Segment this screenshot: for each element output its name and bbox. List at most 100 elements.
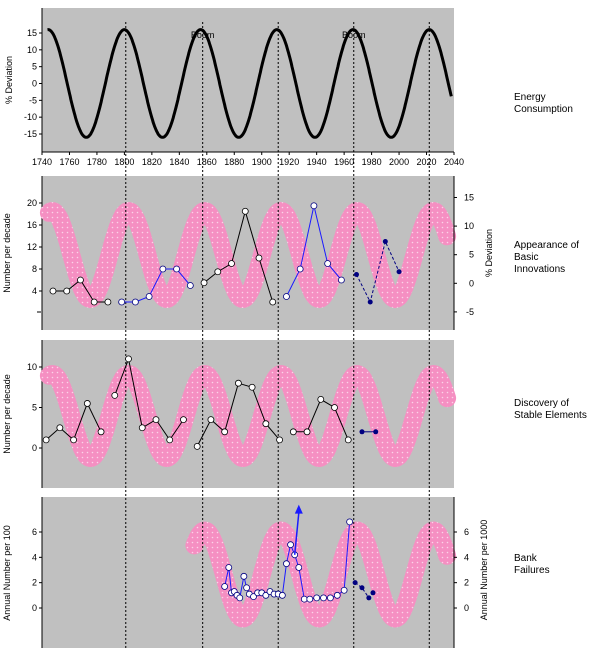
energy-x-label-10: 1940 [307,157,327,167]
innov-point-3-2 [310,202,318,210]
energy-y-label-4: 5 [32,62,37,72]
innov-point-0-2 [77,276,84,284]
innov-y-label-0: 4 [32,286,37,296]
elements-point-0-0 [42,436,50,444]
cycle-band-4 [185,521,457,628]
innov-point-3-0 [283,293,290,300]
energy-x-label-12: 1980 [362,157,382,167]
innov-point-4-2 [382,239,388,244]
bank-arrow-shaft [293,512,300,555]
elements-point-2-1 [207,416,215,424]
elements-y-label-1: 5 [32,403,37,413]
bank-y2-label-0: 0 [464,603,469,613]
innov-point-2-4 [255,254,263,262]
innov-y-title: Number per decade [2,213,12,293]
elements-point-1-5 [180,416,187,424]
energy-x-label-9: 1920 [279,157,299,167]
energy-x-label-7: 1880 [224,157,244,167]
bank-point-0-23 [313,594,321,602]
innov-point-2-5 [269,298,277,306]
elements-point-1-4 [166,436,174,444]
energy-x-label-6: 1860 [197,157,217,167]
energy-y-label-1: -10 [24,112,37,122]
bank-point-0-26 [333,591,341,599]
innov-point-2-2 [228,260,235,267]
innov-point-1-2 [145,293,153,300]
panel-label-elements: Discovery of Stable Elements [514,398,587,421]
energy-x-label-13: 2000 [389,157,409,167]
energy-x-label-8: 1900 [252,157,272,167]
bank-point-0-9 [250,593,257,600]
elements-y-title: Number per decade [2,374,12,454]
elements-line-1 [114,357,184,441]
bank-point-0-24 [320,594,327,602]
energy-x-label-15: 2040 [444,157,464,167]
bank-y2-title: Annual Number per 1000 [479,520,489,621]
elements-point-1-3 [152,416,160,424]
bank-y2-label-2: 4 [464,552,469,562]
elements-point-1-2 [138,424,146,432]
bank-y-label-0: 0 [32,603,37,613]
energy-y-label-6: 15 [27,28,37,38]
bank-point-0-25 [326,594,334,602]
elements-point-1-1 [125,355,132,363]
innov-point-4-0 [353,272,359,277]
elements-point-3-1 [303,428,311,436]
energy-x-label-14: 2020 [417,157,437,167]
bank-point-0-28 [346,518,354,526]
innov-y2-title: % Deviation [484,229,494,277]
elements-point-2-4 [248,383,256,391]
bank-point-1-1 [359,585,365,591]
innov-line-4 [356,239,400,304]
innov-point-2-0 [200,279,208,287]
bank-point-1-3 [370,590,376,596]
bank-y-label-1: 2 [32,578,37,588]
innov-y-label-1: 8 [32,264,37,274]
bank-point-0-16 [278,591,286,599]
innov-point-0-3 [90,298,98,306]
energy-x-label-4: 1820 [142,157,162,167]
energy-y-label-2: -5 [29,95,37,105]
innov-point-1-3 [159,265,167,273]
innov-point-3-1 [296,265,304,273]
innov-point-0-4 [104,298,112,306]
energy-x-label-5: 1840 [169,157,189,167]
energy-x-label-0: 1740 [32,157,52,167]
energy-y-title: % Deviation [4,56,14,104]
innov-point-2-1 [214,268,222,276]
bank-point-0-17 [283,560,290,568]
innov-point-1-1 [131,298,139,306]
innov-point-3-3 [324,260,332,267]
energy-x-label-1: 1760 [59,157,79,167]
elements-point-3-0 [289,428,297,436]
energy-series-line [47,28,453,139]
energy-x-label-3: 1800 [114,157,134,167]
innov-y2-label-0: -5 [466,307,474,317]
elements-point-0-4 [97,428,105,436]
elements-point-0-2 [70,436,77,444]
bank-point-0-12 [262,591,270,599]
elements-point-4-0 [359,429,365,435]
bank-y-label-3: 6 [32,527,37,537]
bank-point-0-22 [306,595,314,603]
elements-y-label-0: 0 [32,443,37,453]
panel-label-bank: Bank Failures [514,553,550,576]
panel-label-energy: Energy Consumption [514,92,573,115]
innov-point-1-0 [118,298,126,306]
boom-annotation-2: Boom [342,30,366,40]
energy-x-label-11: 1960 [334,157,354,167]
innov-point-1-4 [173,265,180,273]
energy-y-label-3: 0 [32,79,37,89]
innov-y2-label-4: 15 [464,193,474,203]
panel-label-innovations: Appearance of Basic Innovations [514,240,580,275]
bank-point-0-1 [225,564,233,571]
innov-y2-label-2: 5 [469,250,474,260]
bank-y2-label-1: 2 [464,578,469,588]
elements-point-2-3 [234,379,242,387]
energy-y-label-0: -15 [24,129,37,139]
boom-annotation-1: Boom [191,30,215,40]
innov-point-4-1 [367,299,373,305]
cycle-band-2 [39,202,457,308]
innov-point-2-3 [241,207,249,215]
